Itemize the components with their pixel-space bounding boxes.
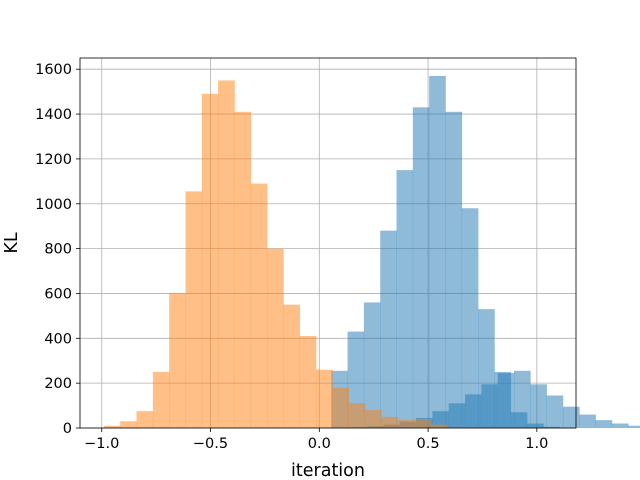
- histogram-bar: [494, 371, 512, 428]
- histogram-bar: [381, 416, 398, 428]
- histogram-bar: [413, 419, 431, 428]
- histogram-bar: [429, 75, 446, 428]
- y-axis-ticks: 0 200 400 600 800 1000 1200 1400 1600: [35, 62, 80, 437]
- x-tick-label: 1.0: [525, 436, 548, 452]
- x-tick-label: −0.5: [193, 436, 228, 452]
- histogram-bar: [412, 107, 430, 428]
- histogram-bar: [332, 387, 349, 428]
- histogram-bar: [363, 302, 381, 428]
- y-tick-label: 1600: [35, 62, 72, 78]
- histogram-bar: [445, 111, 463, 429]
- bars: [103, 75, 640, 429]
- y-tick-label: 600: [44, 286, 72, 302]
- histogram-bar: [283, 304, 301, 428]
- x-tick-label: −1.0: [84, 436, 119, 452]
- histogram-bar: [185, 191, 203, 428]
- histogram-bar: [103, 425, 121, 428]
- histogram-bar: [299, 336, 317, 428]
- y-tick-label: 1400: [35, 107, 72, 123]
- histogram-bar: [364, 410, 382, 428]
- y-tick-label: 400: [44, 331, 72, 347]
- x-axis-ticks: −1.0 −0.5 0.0 0.5 1.0: [84, 428, 548, 452]
- histogram-bar: [250, 183, 268, 428]
- histogram-bar: [510, 412, 528, 428]
- histogram-bar: [446, 426, 464, 428]
- histogram-bar: [611, 423, 629, 428]
- histogram-bar: [152, 371, 170, 428]
- y-tick-label: 0: [63, 421, 72, 437]
- histogram-bar: [595, 420, 613, 428]
- histogram-bar: [380, 230, 397, 428]
- histogram-bar: [461, 208, 479, 428]
- histogram-bar: [201, 93, 219, 428]
- histogram-bar: [267, 248, 284, 428]
- histogram-bar: [546, 395, 564, 428]
- histogram-bar: [136, 411, 154, 428]
- y-tick-label: 1200: [35, 152, 72, 168]
- histogram-bar: [579, 414, 596, 428]
- histogram-bar: [527, 423, 544, 428]
- histogram-bar: [628, 425, 640, 428]
- histogram-bar: [396, 170, 414, 428]
- histogram-bar: [530, 384, 547, 428]
- grid: [80, 58, 576, 429]
- histogram-bar: [562, 406, 580, 428]
- histogram-bar: [218, 80, 235, 428]
- histogram-bar: [478, 309, 495, 428]
- x-axis-label: iteration: [291, 461, 365, 480]
- histogram-bar: [430, 424, 447, 428]
- histogram-bar: [348, 403, 366, 428]
- plot-frame: [79, 57, 577, 429]
- histogram-bar: [169, 293, 186, 428]
- x-tick-label: 0.5: [417, 436, 440, 452]
- histogram-bar: [543, 426, 560, 428]
- y-tick-label: 200: [44, 376, 72, 392]
- x-tick-label: 0.0: [308, 436, 331, 452]
- histogram-bar: [397, 420, 415, 428]
- histogram-bar: [234, 111, 252, 429]
- y-tick-label: 800: [44, 242, 72, 258]
- y-axis-label: KL: [2, 232, 22, 253]
- histogram-bar: [120, 421, 137, 428]
- y-tick-label: 1000: [35, 197, 72, 213]
- histogram-bar: [316, 369, 333, 428]
